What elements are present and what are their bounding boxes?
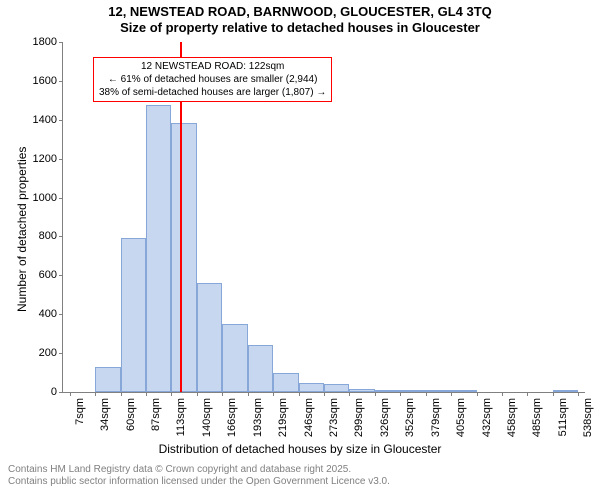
histogram-bar (121, 238, 146, 392)
x-tick-label: 219sqm (277, 398, 289, 437)
x-tick-label: 166sqm (226, 398, 238, 437)
histogram-bar (375, 390, 400, 392)
footer: Contains HM Land Registry data © Crown c… (8, 464, 390, 488)
x-tick-label: 458sqm (506, 398, 518, 437)
x-tick-label: 193sqm (252, 398, 264, 437)
y-tick-mark (59, 314, 63, 315)
x-tick-mark (121, 392, 122, 396)
title-line2: Size of property relative to detached ho… (0, 20, 600, 36)
y-tick-mark (59, 81, 63, 82)
x-tick-label: 352sqm (404, 398, 416, 437)
histogram-bar (426, 390, 451, 392)
x-tick-label: 511sqm (557, 398, 569, 436)
x-tick-label: 326sqm (379, 398, 391, 437)
histogram-bar (400, 390, 425, 392)
y-tick-label: 400 (39, 308, 57, 320)
x-tick-label: 379sqm (430, 398, 442, 437)
x-tick-mark (95, 392, 96, 396)
x-tick-mark (273, 392, 274, 396)
x-axis-label: Distribution of detached houses by size … (0, 442, 600, 456)
x-tick-label: 113sqm (175, 398, 187, 436)
x-tick-label: 7sqm (74, 398, 86, 425)
y-tick-mark (59, 236, 63, 237)
y-tick-label: 1000 (33, 192, 57, 204)
y-tick-mark (59, 198, 63, 199)
title-line1: 12, NEWSTEAD ROAD, BARNWOOD, GLOUCESTER,… (0, 4, 600, 20)
x-tick-mark (477, 392, 478, 396)
x-tick-mark (553, 392, 554, 396)
y-axis-label: Number of detached properties (15, 147, 29, 312)
x-tick-mark (222, 392, 223, 396)
x-tick-mark (451, 392, 452, 396)
x-tick-label: 432sqm (481, 398, 493, 437)
histogram-bar (299, 383, 324, 392)
y-tick-mark (59, 392, 63, 393)
y-tick-label: 600 (39, 269, 57, 281)
histogram-bar (324, 384, 349, 392)
x-tick-mark (299, 392, 300, 396)
y-tick-mark (59, 275, 63, 276)
x-tick-mark (324, 392, 325, 396)
histogram-bar (197, 283, 222, 392)
histogram-bar (349, 389, 374, 392)
x-tick-label: 60sqm (125, 398, 137, 431)
histogram-bar (451, 390, 476, 392)
footer-line2: Contains public sector information licen… (8, 476, 390, 488)
x-tick-label: 299sqm (353, 398, 365, 437)
x-tick-mark (375, 392, 376, 396)
y-tick-label: 200 (39, 347, 57, 359)
x-tick-mark (578, 392, 579, 396)
histogram-bar (553, 390, 578, 392)
annotation-line: ← 61% of detached houses are smaller (2,… (99, 73, 326, 86)
x-tick-label: 273sqm (328, 398, 340, 437)
y-tick-mark (59, 42, 63, 43)
x-tick-mark (400, 392, 401, 396)
y-tick-label: 800 (39, 230, 57, 242)
histogram-bar (95, 367, 120, 392)
histogram-bar (222, 324, 247, 392)
x-tick-label: 485sqm (531, 398, 543, 437)
y-tick-mark (59, 353, 63, 354)
annotation-line: 12 NEWSTEAD ROAD: 122sqm (99, 60, 326, 73)
chart-title: 12, NEWSTEAD ROAD, BARNWOOD, GLOUCESTER,… (0, 0, 600, 35)
x-tick-mark (146, 392, 147, 396)
x-tick-mark (502, 392, 503, 396)
histogram-bar (248, 345, 273, 392)
chart-container: 12, NEWSTEAD ROAD, BARNWOOD, GLOUCESTER,… (0, 0, 600, 500)
x-tick-label: 34sqm (99, 398, 111, 431)
x-tick-label: 246sqm (303, 398, 315, 437)
x-tick-mark (248, 392, 249, 396)
x-tick-mark (426, 392, 427, 396)
annotation-box: 12 NEWSTEAD ROAD: 122sqm← 61% of detache… (93, 57, 332, 102)
footer-line1: Contains HM Land Registry data © Crown c… (8, 464, 390, 476)
histogram-bar (171, 123, 196, 392)
y-tick-mark (59, 159, 63, 160)
y-tick-label: 1200 (33, 153, 57, 165)
x-tick-label: 538sqm (582, 398, 594, 437)
y-tick-label: 1600 (33, 75, 57, 87)
histogram-bar (273, 373, 298, 392)
x-tick-label: 405sqm (455, 398, 467, 437)
y-tick-label: 0 (51, 386, 57, 398)
x-tick-mark (70, 392, 71, 396)
x-tick-mark (527, 392, 528, 396)
x-tick-mark (171, 392, 172, 396)
x-tick-label: 140sqm (201, 398, 213, 437)
plot-area: 0200400600800100012001400160018007sqm34s… (62, 42, 585, 393)
annotation-line: 38% of semi-detached houses are larger (… (99, 86, 326, 99)
y-tick-label: 1800 (33, 36, 57, 48)
x-tick-mark (349, 392, 350, 396)
y-tick-mark (59, 120, 63, 121)
x-tick-label: 87sqm (150, 398, 162, 431)
y-tick-label: 1400 (33, 114, 57, 126)
x-tick-mark (197, 392, 198, 396)
histogram-bar (146, 105, 171, 392)
